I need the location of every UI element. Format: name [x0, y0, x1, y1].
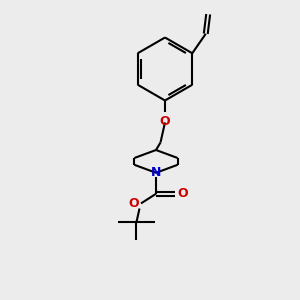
- Text: O: O: [160, 115, 170, 128]
- Text: N: N: [151, 166, 161, 179]
- Text: O: O: [177, 187, 188, 200]
- Text: O: O: [128, 197, 139, 210]
